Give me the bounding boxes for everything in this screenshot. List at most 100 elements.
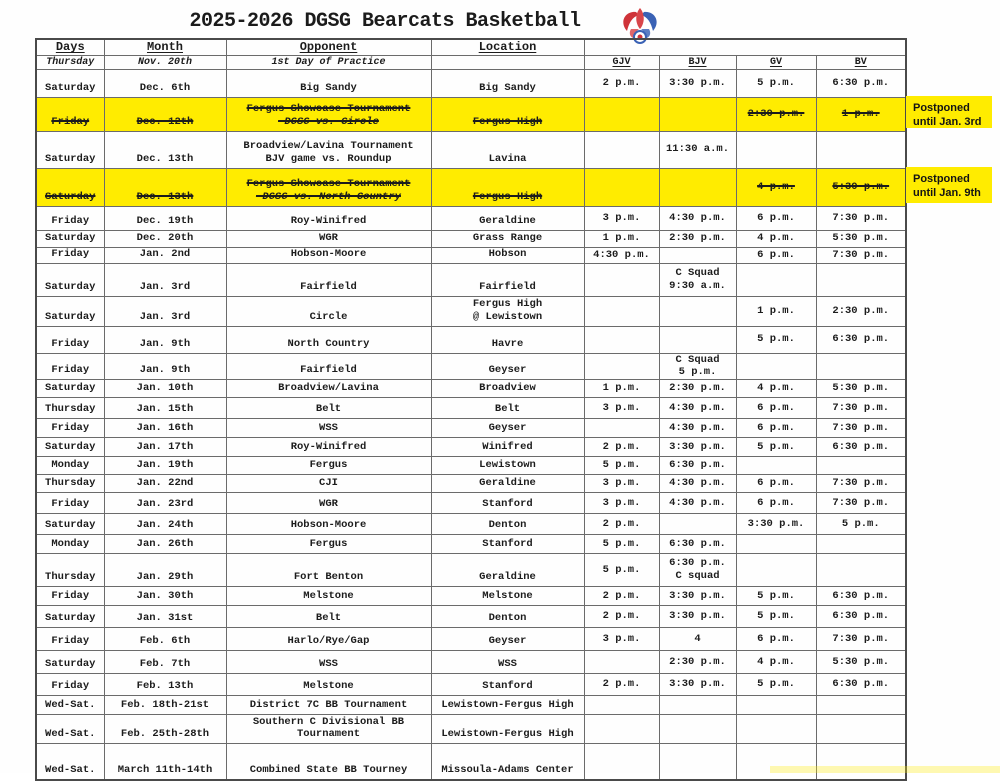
month-cell: Jan. 17th xyxy=(103,437,227,458)
bjv-time-cell: 2:30 p.m. xyxy=(658,379,737,399)
gv-time-cell: 5 p.m. xyxy=(735,586,817,607)
location-cell: Fairfield xyxy=(430,262,585,297)
bjv-time-cell xyxy=(658,513,737,536)
gjv-time-cell xyxy=(583,695,660,716)
bjv-time-cell: 2:30 p.m. xyxy=(658,229,737,248)
opponent-cell: Melstone xyxy=(225,673,432,697)
gjv-time-cell xyxy=(583,96,660,132)
bjv-time-cell: 3:30 p.m. xyxy=(658,437,737,458)
month-cell: Feb. 6th xyxy=(103,627,227,652)
gv-time-cell: 4 p.m. xyxy=(735,650,817,675)
gjv-column-header: GJV xyxy=(583,54,660,70)
bv-column-header: BV xyxy=(815,54,907,70)
practice-day-row: Thursday Nov. 20th 1st Day of Practice G… xyxy=(35,54,907,70)
bv-time-cell: 7:30 p.m. xyxy=(815,246,907,264)
bjv-time-cell xyxy=(658,167,737,207)
schedule-row: Friday Dec. 12th Fergus Showcase Tournam… xyxy=(35,96,907,132)
bjv-time-cell: 3:30 p.m. xyxy=(658,586,737,607)
location-cell: Geyser xyxy=(430,418,585,439)
gjv-time-cell: 2 p.m. xyxy=(583,673,660,697)
bjv-time-cell: 4:30 p.m. xyxy=(658,492,737,515)
location-cell: Lavina xyxy=(430,130,585,169)
location-cell: Stanford xyxy=(430,492,585,515)
opponent-cell: Southern C Divisional BB Tournament xyxy=(225,714,432,745)
location-column-header: Location xyxy=(430,38,585,56)
opponent-cell: WGR xyxy=(225,492,432,515)
gjv-time-cell: 1 p.m. xyxy=(583,379,660,399)
month-cell: Feb. 25th-28th xyxy=(103,714,227,745)
gjv-time-cell: 2 p.m. xyxy=(583,437,660,458)
gjv-time-cell xyxy=(583,325,660,354)
gv-time-cell: 2:30 p.m. xyxy=(735,96,817,132)
opponent-cell: Roy-Winifred xyxy=(225,437,432,458)
location-cell: Geraldine xyxy=(430,553,585,588)
schedule-table: Days Month Opponent Location Thursday No… xyxy=(35,38,907,781)
month-cell: Jan. 10th xyxy=(103,379,227,399)
gv-time-cell: 4 p.m. xyxy=(735,167,817,207)
bv-time-cell: 5 p.m. xyxy=(815,513,907,536)
opponent-column-header: Opponent xyxy=(225,38,432,56)
month-cell: Feb. 18th-21st xyxy=(103,695,227,716)
location-cell: WSS xyxy=(430,650,585,675)
day-cell: Saturday xyxy=(35,295,105,327)
bjv-column-header: BJV xyxy=(658,54,737,70)
postponed-note: Postponed until Jan. 9th xyxy=(906,167,992,203)
bv-time-cell xyxy=(815,714,907,745)
schedule-row: Friday Jan. 9th North Country Havre 5 p.… xyxy=(35,325,907,354)
gv-time-cell: 6 p.m. xyxy=(735,205,817,231)
location-cell: Havre xyxy=(430,325,585,354)
bjv-time-cell xyxy=(658,246,737,264)
month-cell: Jan. 19th xyxy=(103,456,227,476)
month-cell: Jan. 15th xyxy=(103,397,227,420)
schedule-row: Saturday Jan. 17th Roy-Winifred Winifred… xyxy=(35,437,907,458)
opponent-cell: Broadview/Lavina xyxy=(225,379,432,399)
gv-time-cell: 6 p.m. xyxy=(735,627,817,652)
bjv-time-cell xyxy=(658,295,737,327)
schedule-row: Saturday Dec. 13th Fergus Showcase Tourn… xyxy=(35,167,907,207)
gjv-time-cell: 5 p.m. xyxy=(583,553,660,588)
bjv-time-cell xyxy=(658,96,737,132)
day-cell: Friday xyxy=(35,418,105,439)
gv-time-cell xyxy=(735,534,817,555)
gjv-time-cell: 4:30 p.m. xyxy=(583,246,660,264)
location-cell: Geyser xyxy=(430,627,585,652)
location-cell: Fergus High @ Lewistown xyxy=(430,295,585,327)
location-cell: Belt xyxy=(430,397,585,420)
day-cell: Saturday xyxy=(35,167,105,207)
schedule-row: Saturday Dec. 20th WGR Grass Range 1 p.m… xyxy=(35,229,907,248)
opponent-cell: Big Sandy xyxy=(225,68,432,98)
location-cell: Missoula-Adams Center xyxy=(430,743,585,781)
day-cell: Wed-Sat. xyxy=(35,714,105,745)
times-header-spacer xyxy=(583,38,907,56)
day-cell: Saturday xyxy=(35,229,105,248)
month-cell: March 11th-14th xyxy=(103,743,227,781)
gjv-time-cell: 2 p.m. xyxy=(583,586,660,607)
month-cell: Jan. 2nd xyxy=(103,246,227,264)
schedule-table-area: Days Month Opponent Location Thursday No… xyxy=(35,38,1000,781)
schedule-row: Saturday Jan. 3rd Fairfield Fairfield C … xyxy=(35,262,907,297)
opponent-cell: WSS xyxy=(225,418,432,439)
opponent-cell: Fairfield xyxy=(225,262,432,297)
schedule-row: Wed-Sat. March 11th-14th Combined State … xyxy=(35,743,907,781)
month-cell: Dec. 13th xyxy=(103,167,227,207)
bjv-time-cell: 4:30 p.m. xyxy=(658,418,737,439)
gjv-time-cell: 1 p.m. xyxy=(583,229,660,248)
bv-time-cell xyxy=(815,262,907,297)
schedule-row: Friday Jan. 23rd WGR Stanford 3 p.m. 4:3… xyxy=(35,492,907,515)
location-cell: Fergus High xyxy=(430,167,585,207)
day-cell: Friday xyxy=(35,96,105,132)
bv-time-cell xyxy=(815,553,907,588)
location-cell: Lewistown xyxy=(430,456,585,476)
bv-time-cell: 6:30 p.m. xyxy=(815,605,907,629)
bv-time-cell xyxy=(815,352,907,381)
gv-time-cell: 5 p.m. xyxy=(735,673,817,697)
day-cell: Saturday xyxy=(35,68,105,98)
bv-time-cell: 5:30 p.m. xyxy=(815,167,907,207)
bjv-time-cell: 3:30 p.m. xyxy=(658,605,737,629)
schedule-row: Thursday Jan. 29th Fort Benton Geraldine… xyxy=(35,553,907,588)
month-cell: Jan. 3rd xyxy=(103,262,227,297)
day-cell: Wed-Sat. xyxy=(35,695,105,716)
opponent-cell: Melstone xyxy=(225,586,432,607)
schedule-row: Monday Jan. 26th Fergus Stanford 5 p.m. … xyxy=(35,534,907,555)
gv-time-cell: 1 p.m. xyxy=(735,295,817,327)
